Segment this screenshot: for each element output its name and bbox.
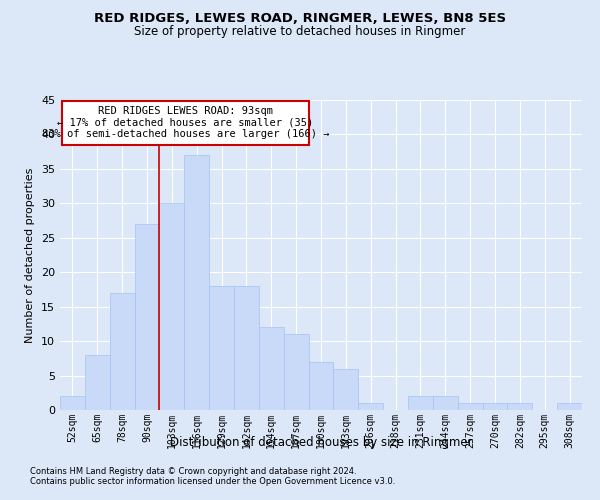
Bar bbox=[358, 403, 383, 410]
Bar bbox=[134, 224, 160, 410]
Text: ← 17% of detached houses are smaller (35): ← 17% of detached houses are smaller (35… bbox=[58, 117, 314, 127]
Bar bbox=[234, 286, 259, 410]
Y-axis label: Number of detached properties: Number of detached properties bbox=[25, 168, 35, 342]
Bar bbox=[160, 204, 184, 410]
Text: Contains HM Land Registry data © Crown copyright and database right 2024.: Contains HM Land Registry data © Crown c… bbox=[30, 467, 356, 476]
Bar bbox=[60, 396, 85, 410]
Bar bbox=[284, 334, 308, 410]
Bar bbox=[110, 293, 134, 410]
FancyBboxPatch shape bbox=[62, 102, 308, 145]
Text: RED RIDGES LEWES ROAD: 93sqm: RED RIDGES LEWES ROAD: 93sqm bbox=[98, 106, 273, 116]
Text: 83% of semi-detached houses are larger (166) →: 83% of semi-detached houses are larger (… bbox=[42, 129, 329, 139]
Text: Contains public sector information licensed under the Open Government Licence v3: Contains public sector information licen… bbox=[30, 477, 395, 486]
Text: Size of property relative to detached houses in Ringmer: Size of property relative to detached ho… bbox=[134, 25, 466, 38]
Bar bbox=[308, 362, 334, 410]
Bar bbox=[508, 403, 532, 410]
Bar bbox=[209, 286, 234, 410]
Bar bbox=[408, 396, 433, 410]
Bar bbox=[334, 368, 358, 410]
Bar bbox=[482, 403, 508, 410]
Bar bbox=[433, 396, 458, 410]
Text: Distribution of detached houses by size in Ringmer: Distribution of detached houses by size … bbox=[170, 436, 472, 449]
Bar bbox=[259, 328, 284, 410]
Bar bbox=[557, 403, 582, 410]
Bar bbox=[85, 355, 110, 410]
Bar bbox=[458, 403, 482, 410]
Text: RED RIDGES, LEWES ROAD, RINGMER, LEWES, BN8 5ES: RED RIDGES, LEWES ROAD, RINGMER, LEWES, … bbox=[94, 12, 506, 26]
Bar bbox=[184, 155, 209, 410]
